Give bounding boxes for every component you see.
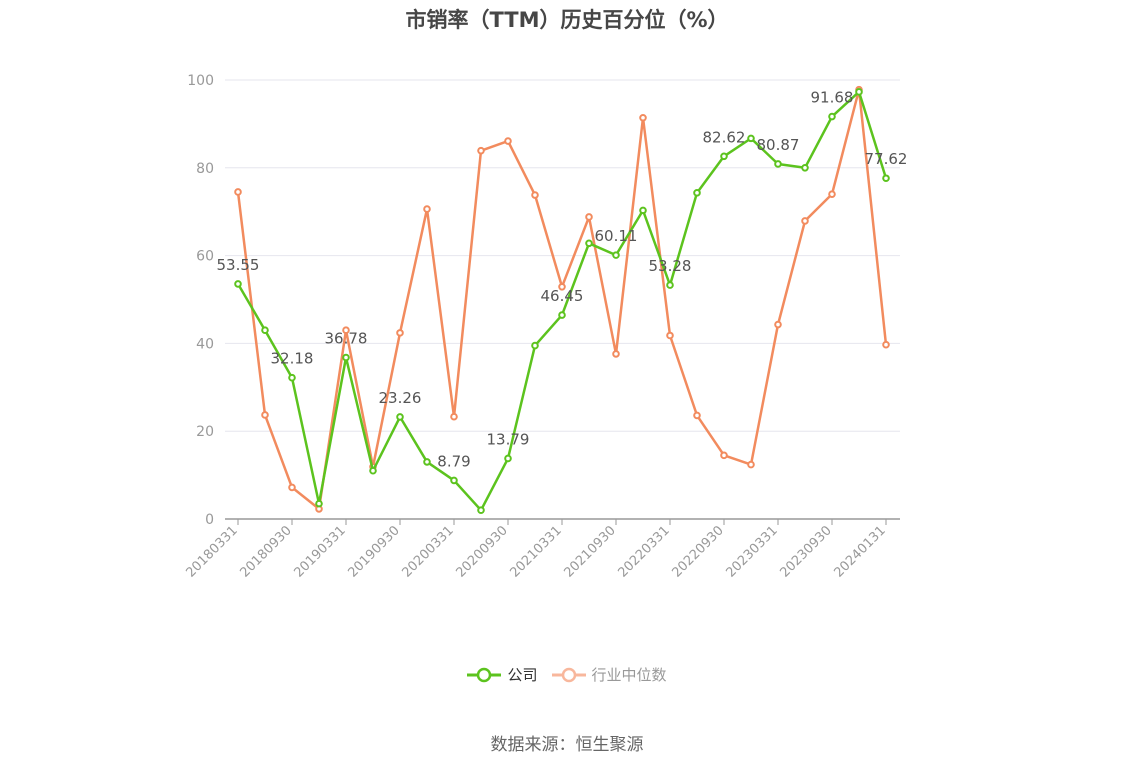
data-point-industry [450, 412, 458, 421]
x-tick-label: 20200930 [453, 523, 510, 580]
data-point-company [612, 251, 620, 259]
data-point-industry [774, 320, 782, 329]
legend: 公司 行业中位数 [0, 664, 1134, 685]
x-tick-label: 20210930 [561, 523, 618, 580]
data-point-company [801, 164, 809, 172]
y-tick-label: 0 [205, 512, 214, 528]
data-point-industry [882, 340, 890, 349]
data-point-industry [396, 329, 404, 337]
data-point-industry [585, 213, 593, 221]
data-point-company [288, 373, 296, 382]
data-point-industry [477, 146, 485, 155]
data-point-company [828, 112, 836, 121]
data-label: 60.11 [595, 227, 638, 245]
data-point-company [855, 88, 863, 96]
data-label: 8.79 [437, 452, 470, 470]
data-point-industry [234, 188, 242, 196]
data-point-company [504, 454, 512, 463]
legend-item-industry[interactable]: 行业中位数 [551, 664, 667, 685]
x-tick-label: 20240131 [831, 523, 888, 580]
x-tick-label: 20230930 [777, 523, 834, 580]
y-tick-label: 80 [196, 161, 214, 177]
data-point-industry [612, 350, 620, 358]
data-point-company [720, 152, 728, 161]
y-tick-label: 20 [196, 424, 214, 440]
data-point-company [666, 281, 674, 289]
data-point-company [450, 476, 458, 485]
data-point-company [882, 174, 890, 183]
data-label: 91.68 [811, 89, 854, 107]
x-tick-label: 20200331 [399, 523, 456, 580]
data-label: 53.55 [217, 256, 260, 274]
y-tick-label: 60 [196, 249, 214, 265]
data-point-industry [531, 191, 539, 199]
data-label: 77.62 [865, 150, 908, 168]
x-tick-label: 20190930 [345, 523, 402, 580]
data-point-industry [261, 411, 269, 419]
data-point-company [774, 160, 782, 168]
legend-label-company: 公司 [507, 666, 538, 684]
x-tick-label: 20180930 [237, 523, 294, 580]
data-point-company [639, 206, 647, 215]
data-point-industry [801, 217, 809, 225]
data-label: 23.26 [379, 389, 422, 407]
data-point-industry [504, 137, 512, 145]
data-point-company [315, 499, 323, 508]
x-tick-label: 20220331 [615, 523, 672, 580]
data-labels: 53.55 32.18 36.78 23.26 8.79 13.79 46.45 60.11 5… [217, 89, 908, 471]
x-tick-label: 20230331 [723, 523, 780, 580]
data-label: 36.78 [325, 330, 368, 348]
chart-title: 市销率（TTM）历史百分位（%） [405, 8, 729, 32]
data-label: 46.45 [541, 287, 584, 305]
data-label: 82.62 [703, 128, 746, 146]
data-point-company [747, 134, 755, 143]
data-point-industry [693, 411, 701, 420]
x-tick-label: 20180331 [183, 523, 240, 580]
data-label: 53.28 [649, 257, 692, 275]
data-point-company [477, 506, 485, 515]
data-label: 13.79 [487, 430, 530, 448]
data-point-company [585, 239, 593, 248]
data-point-industry [639, 113, 647, 122]
data-point-industry [747, 460, 755, 469]
data-point-company [423, 458, 431, 466]
y-tick-label: 40 [196, 336, 214, 352]
data-point-company [558, 311, 566, 319]
x-tick-label: 20210331 [507, 523, 564, 580]
grid-lines [225, 79, 900, 432]
legend-line-icon-industry [551, 667, 586, 682]
data-label: 80.87 [757, 136, 800, 154]
data-point-industry [828, 190, 836, 198]
legend-item-company[interactable]: 公司 [467, 664, 538, 685]
data-point-company [342, 353, 350, 362]
data-point-company [693, 189, 701, 197]
data-point-industry [666, 331, 674, 340]
data-point-industry [342, 326, 350, 335]
series-layer [234, 85, 890, 515]
data-source: 数据来源：恒生聚源 [490, 735, 644, 755]
data-point-company [396, 413, 404, 421]
data-point-industry [423, 205, 431, 213]
legend-line-icon-company [467, 667, 502, 682]
y-tick-label: 100 [187, 73, 214, 89]
legend-label-industry: 行业中位数 [591, 666, 667, 684]
data-point-industry [288, 483, 296, 492]
data-label: 32.18 [271, 350, 314, 368]
x-tick-label: 20220930 [669, 523, 726, 580]
x-tick-label: 20190331 [291, 523, 348, 580]
data-point-company [369, 466, 377, 475]
data-point-industry [558, 282, 566, 291]
data-point-company [261, 326, 269, 335]
data-point-company [531, 341, 539, 350]
data-point-company [234, 280, 242, 288]
data-point-industry [720, 451, 728, 460]
